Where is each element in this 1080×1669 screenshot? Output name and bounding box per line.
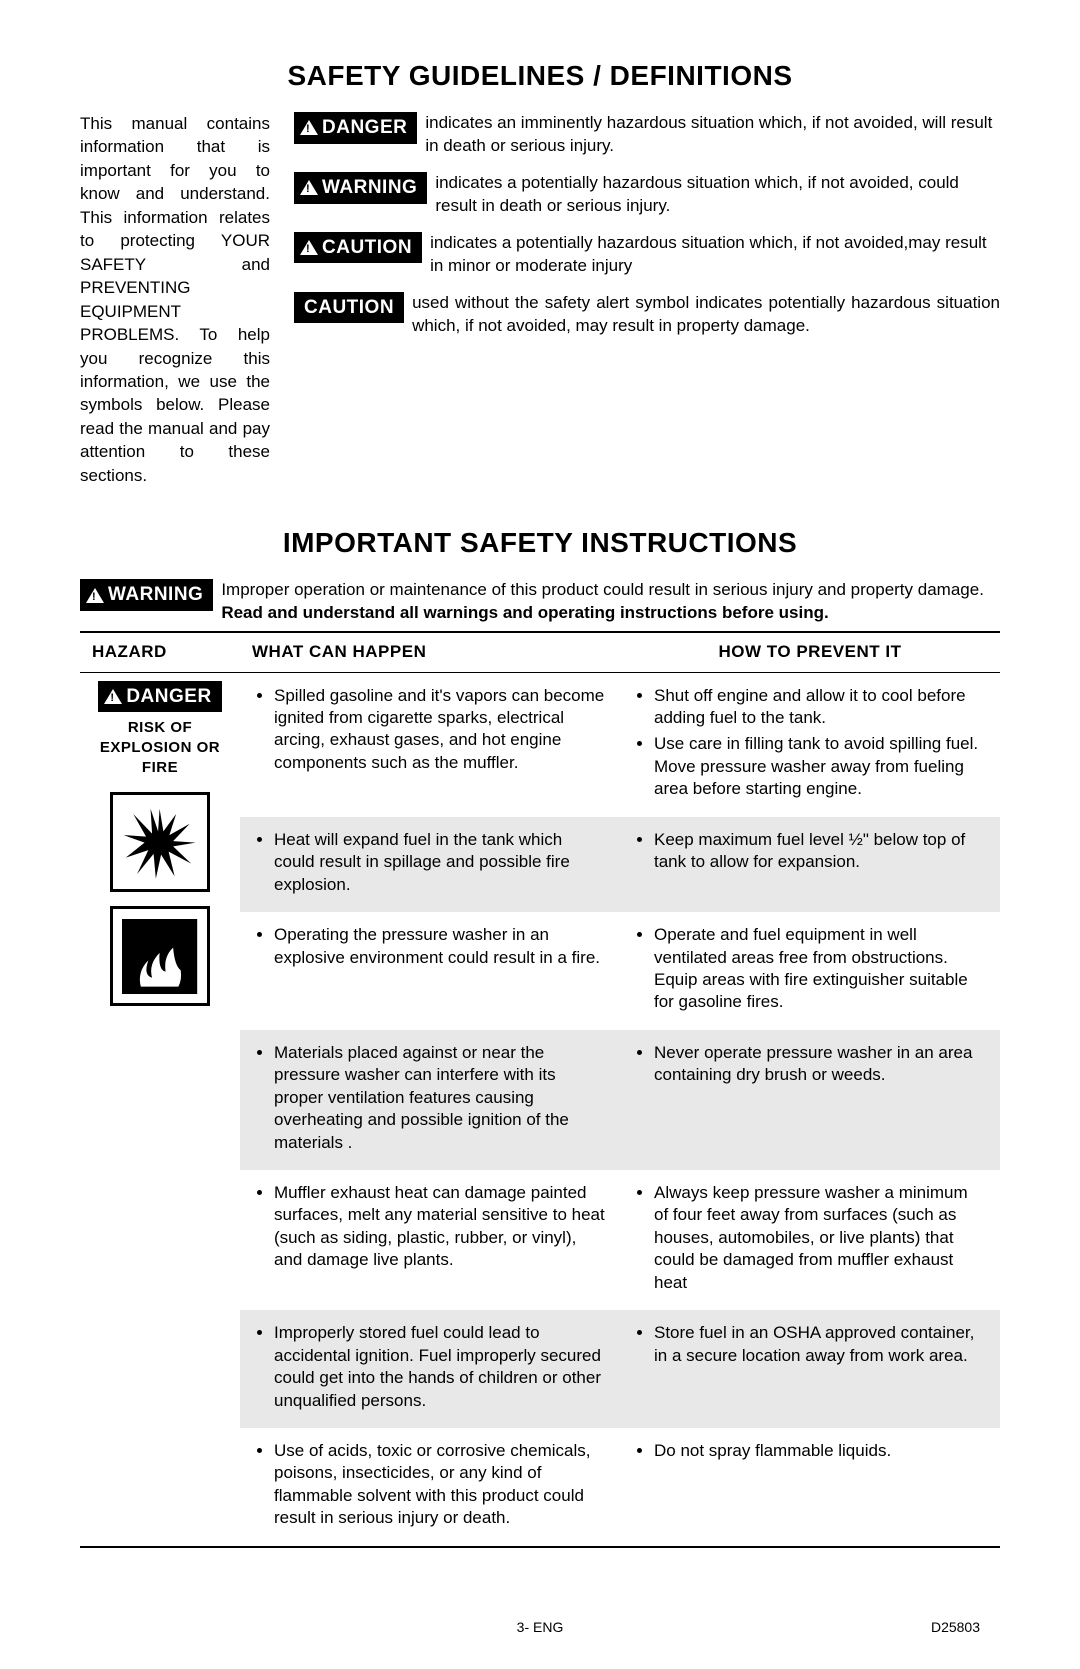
how-to-prevent-cell: Do not spray flammable liquids. xyxy=(620,1436,1000,1538)
list-item: Always keep pressure washer a minimum of… xyxy=(654,1182,986,1294)
what-can-happen-cell: Use of acids, toxic or corrosive chemica… xyxy=(240,1436,620,1538)
intro-paragraph: This manual contains information that is… xyxy=(80,112,270,487)
hazard-left-column: DANGER RISK OF EXPLOSION OR FIRE xyxy=(80,673,240,1546)
important-warning-row: WARNING Improper operation or maintenanc… xyxy=(80,579,1000,625)
list-item: Muffler exhaust heat can damage painted … xyxy=(274,1182,606,1272)
heading-safety-guidelines: SAFETY GUIDELINES / DEFINITIONS xyxy=(80,60,1000,92)
risk-label: RISK OF EXPLOSION OR FIRE xyxy=(84,718,236,779)
col-what-can-happen: WHAT CAN HAPPEN xyxy=(240,633,620,671)
alert-icon xyxy=(300,180,318,195)
table-row: Use of acids, toxic or corrosive chemica… xyxy=(240,1428,1000,1546)
danger-label: DANGER xyxy=(322,115,407,141)
list-item: Never operate pressure washer in an area… xyxy=(654,1042,986,1087)
warning-signal-word: WARNING xyxy=(294,172,427,204)
important-warning-lead: Improper operation or maintenance of thi… xyxy=(221,580,984,599)
caution-noicon-signal-word: CAUTION xyxy=(294,292,404,324)
caution-noicon-definition: used without the safety alert symbol ind… xyxy=(412,293,1000,335)
alert-icon xyxy=(300,120,318,135)
important-warning-bold: Read and understand all warnings and ope… xyxy=(221,603,828,622)
heading-important-safety: IMPORTANT SAFETY INSTRUCTIONS xyxy=(80,527,1000,559)
warning-label-2: WARNING xyxy=(108,582,203,608)
list-item: Operating the pressure washer in an expl… xyxy=(274,924,606,969)
explosion-icon xyxy=(110,792,210,892)
col-hazard: HAZARD xyxy=(80,633,240,671)
alert-icon xyxy=(300,240,318,255)
alert-icon xyxy=(104,689,122,704)
what-can-happen-cell: Improperly stored fuel could lead to acc… xyxy=(240,1318,620,1420)
caution-noicon-label: CAUTION xyxy=(304,295,394,321)
table-row: Operating the pressure washer in an expl… xyxy=(240,912,1000,1030)
table-row: Improperly stored fuel could lead to acc… xyxy=(240,1310,1000,1428)
how-to-prevent-cell: Never operate pressure washer in an area… xyxy=(620,1038,1000,1162)
list-item: Use care in filling tank to avoid spilli… xyxy=(654,733,986,800)
table-row: Spilled gasoline and it's vapors can bec… xyxy=(240,673,1000,817)
how-to-prevent-cell: Shut off engine and allow it to cool bef… xyxy=(620,681,1000,809)
caution-definition: indicates a potentially hazardous situat… xyxy=(430,233,987,275)
list-item: Heat will expand fuel in the tank which … xyxy=(274,829,606,896)
danger-signal-word-table: DANGER xyxy=(98,681,221,712)
what-can-happen-cell: Operating the pressure washer in an expl… xyxy=(240,920,620,1022)
danger-label-table: DANGER xyxy=(126,684,211,709)
how-to-prevent-cell: Always keep pressure washer a minimum of… xyxy=(620,1178,1000,1302)
hazard-table-header: HAZARD WHAT CAN HAPPEN HOW TO PREVENT IT xyxy=(80,633,1000,672)
footer-page-number: 3- ENG xyxy=(0,1619,1080,1635)
list-item: Operate and fuel equipment in well venti… xyxy=(654,924,986,1014)
list-item: Spilled gasoline and it's vapors can bec… xyxy=(274,685,606,775)
definitions-section: This manual contains information that is… xyxy=(80,112,1000,487)
danger-signal-word: DANGER xyxy=(294,112,417,144)
list-item: Store fuel in an OSHA approved container… xyxy=(654,1322,986,1367)
list-item: Use of acids, toxic or corrosive chemica… xyxy=(274,1440,606,1530)
warning-definition: indicates a potentially hazardous situat… xyxy=(435,173,959,215)
how-to-prevent-cell: Operate and fuel equipment in well venti… xyxy=(620,920,1000,1022)
page-footer: 3- ENG D25803 xyxy=(0,1619,1080,1635)
list-item: Keep maximum fuel level ½" below top of … xyxy=(654,829,986,874)
table-row: Heat will expand fuel in the tank which … xyxy=(240,817,1000,912)
definitions-column: DANGER indicates an imminently hazardous… xyxy=(294,112,1000,487)
hazard-table: HAZARD WHAT CAN HAPPEN HOW TO PREVENT IT… xyxy=(80,631,1000,1548)
how-to-prevent-cell: Store fuel in an OSHA approved container… xyxy=(620,1318,1000,1420)
how-to-prevent-cell: Keep maximum fuel level ½" below top of … xyxy=(620,825,1000,904)
alert-icon xyxy=(86,588,104,603)
what-can-happen-cell: Spilled gasoline and it's vapors can bec… xyxy=(240,681,620,809)
footer-doc-number: D25803 xyxy=(931,1619,980,1635)
what-can-happen-cell: Materials placed against or near the pre… xyxy=(240,1038,620,1162)
caution-signal-word: CAUTION xyxy=(294,232,422,264)
warning-signal-word-2: WARNING xyxy=(80,579,213,611)
fire-icon xyxy=(110,906,210,1006)
list-item: Shut off engine and allow it to cool bef… xyxy=(654,685,986,730)
list-item: Do not spray flammable liquids. xyxy=(654,1440,986,1462)
table-row: Materials placed against or near the pre… xyxy=(240,1030,1000,1170)
what-can-happen-cell: Heat will expand fuel in the tank which … xyxy=(240,825,620,904)
what-can-happen-cell: Muffler exhaust heat can damage painted … xyxy=(240,1178,620,1302)
warning-label: WARNING xyxy=(322,175,417,201)
list-item: Improperly stored fuel could lead to acc… xyxy=(274,1322,606,1412)
caution-label: CAUTION xyxy=(322,235,412,261)
col-how-to-prevent: HOW TO PREVENT IT xyxy=(620,633,1000,671)
list-item: Materials placed against or near the pre… xyxy=(274,1042,606,1154)
table-row: Muffler exhaust heat can damage painted … xyxy=(240,1170,1000,1310)
danger-definition: indicates an imminently hazardous situat… xyxy=(425,113,992,155)
hazard-rows: Spilled gasoline and it's vapors can bec… xyxy=(240,673,1000,1546)
